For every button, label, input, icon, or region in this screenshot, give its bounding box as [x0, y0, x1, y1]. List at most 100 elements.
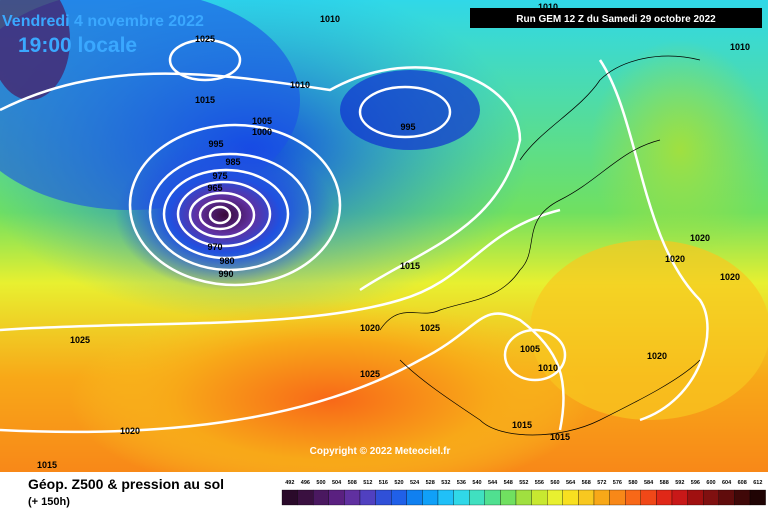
legend-swatch	[640, 489, 657, 506]
legend-label: 528	[426, 480, 435, 486]
isobar-label: 1020	[120, 426, 140, 436]
legend-label: 516	[379, 480, 388, 486]
copyright: Copyright © 2022 Meteociel.fr	[310, 446, 451, 457]
isobar-label: 995	[400, 122, 415, 132]
legend-swatch	[625, 489, 641, 506]
high	[70, 300, 590, 500]
isobar-label: 1000	[252, 127, 272, 137]
legend-swatch	[484, 489, 501, 506]
isobar-label: 975	[212, 171, 227, 181]
isobar-labels: 1025101010101015100510009959859759659959…	[37, 2, 750, 470]
isobar-label: 1020	[665, 254, 685, 264]
legend-label: 544	[488, 480, 498, 486]
ridge	[590, 40, 768, 260]
isobar-label: 980	[219, 256, 234, 266]
legend-label: 584	[644, 480, 654, 486]
legend-label: 532	[441, 480, 450, 486]
legend-swatch	[422, 489, 439, 506]
run-box	[470, 8, 762, 28]
isobar-label: 1025	[420, 323, 440, 333]
time: 19:00 locale	[18, 34, 137, 57]
isobar-label: 1020	[720, 272, 740, 282]
legend-swatch	[656, 489, 673, 506]
legend-swatch	[469, 489, 485, 506]
legend-label: 608	[738, 480, 747, 486]
date: Vendredi 4 novembre 2022	[2, 13, 204, 30]
legend-label: 496	[301, 480, 310, 486]
legend-label: 588	[660, 480, 669, 486]
legend-swatch	[281, 489, 298, 506]
legend-label: 540	[472, 480, 481, 486]
legend-swatch	[313, 489, 329, 506]
isobar-label: 1010	[290, 80, 310, 90]
isobar-label: 1020	[360, 323, 380, 333]
isobar-label: 1005	[520, 344, 540, 354]
isobar-label: 995	[208, 139, 223, 149]
legend-swatch	[593, 489, 610, 506]
isobar-label: 1025	[70, 335, 90, 345]
isobar-label: 1015	[512, 420, 532, 430]
legend-label: 568	[582, 480, 591, 486]
isobar-label: 965	[207, 183, 222, 193]
legend-swatch	[703, 489, 719, 506]
legend-label: 500	[316, 480, 325, 486]
trough	[0, 0, 70, 100]
isobar-label: 1025	[195, 34, 215, 44]
legend-label: 580	[628, 480, 637, 486]
legend-label: 564	[566, 480, 576, 486]
isobar-label: 1010	[730, 42, 750, 52]
legend-label: 572	[597, 480, 606, 486]
legend-swatch	[453, 489, 470, 506]
coastlines	[379, 55, 701, 436]
legend-swatch	[515, 489, 532, 506]
isobar-label: 1020	[690, 233, 710, 243]
isobar-label: 1020	[647, 351, 667, 361]
legend-label: 604	[722, 480, 732, 486]
legend-swatch	[734, 489, 751, 506]
legend-swatch	[328, 489, 345, 506]
legend-swatch	[500, 489, 517, 506]
ridge	[530, 240, 768, 420]
legend-label: 592	[675, 480, 684, 486]
legend-swatch	[671, 489, 688, 506]
isobar-label: 970	[207, 242, 222, 252]
isobar-label: 990	[218, 269, 233, 279]
legend-label: 556	[535, 480, 544, 486]
isobar-label: 1015	[195, 95, 215, 105]
isobars	[0, 38, 709, 434]
legend-label: 552	[519, 480, 528, 486]
isobar-label: 985	[225, 157, 240, 167]
legend-swatch	[406, 489, 423, 506]
isobar-label: 1015	[37, 460, 57, 470]
legend-label: 612	[753, 480, 762, 486]
isobar-label: 1015	[550, 432, 570, 442]
legend-swatch	[578, 489, 595, 506]
legend-swatch	[297, 489, 314, 506]
legend-swatch	[437, 489, 454, 506]
isobar-label: 1005	[252, 116, 272, 126]
legend-label: 576	[613, 480, 622, 486]
legend-swatch	[687, 489, 704, 506]
legend-label: 512	[363, 480, 372, 486]
isobar-label: 1025	[360, 369, 380, 379]
legend-label: 596	[691, 480, 700, 486]
run: Run GEM 12 Z du Samedi 29 octobre 2022	[516, 14, 716, 25]
legend-label: 520	[394, 480, 403, 486]
legend-swatch	[531, 489, 548, 506]
legend-label: 600	[706, 480, 715, 486]
legend-label: 548	[504, 480, 513, 486]
legend-swatch	[359, 489, 376, 506]
legend-label: 524	[410, 480, 420, 486]
isobar-label: 1015	[400, 261, 420, 271]
footer-lead: (+ 150h)	[28, 496, 70, 508]
low	[115, 140, 335, 290]
legend-swatch	[749, 489, 766, 506]
isobar-label: 1010	[320, 14, 340, 24]
legend-swatch	[562, 489, 579, 506]
legend-label: 508	[348, 480, 357, 486]
isobar-label: 1010	[538, 363, 558, 373]
legend-label: 536	[457, 480, 466, 486]
legend-swatch	[391, 489, 407, 506]
isobar-label: 1010	[538, 2, 558, 12]
